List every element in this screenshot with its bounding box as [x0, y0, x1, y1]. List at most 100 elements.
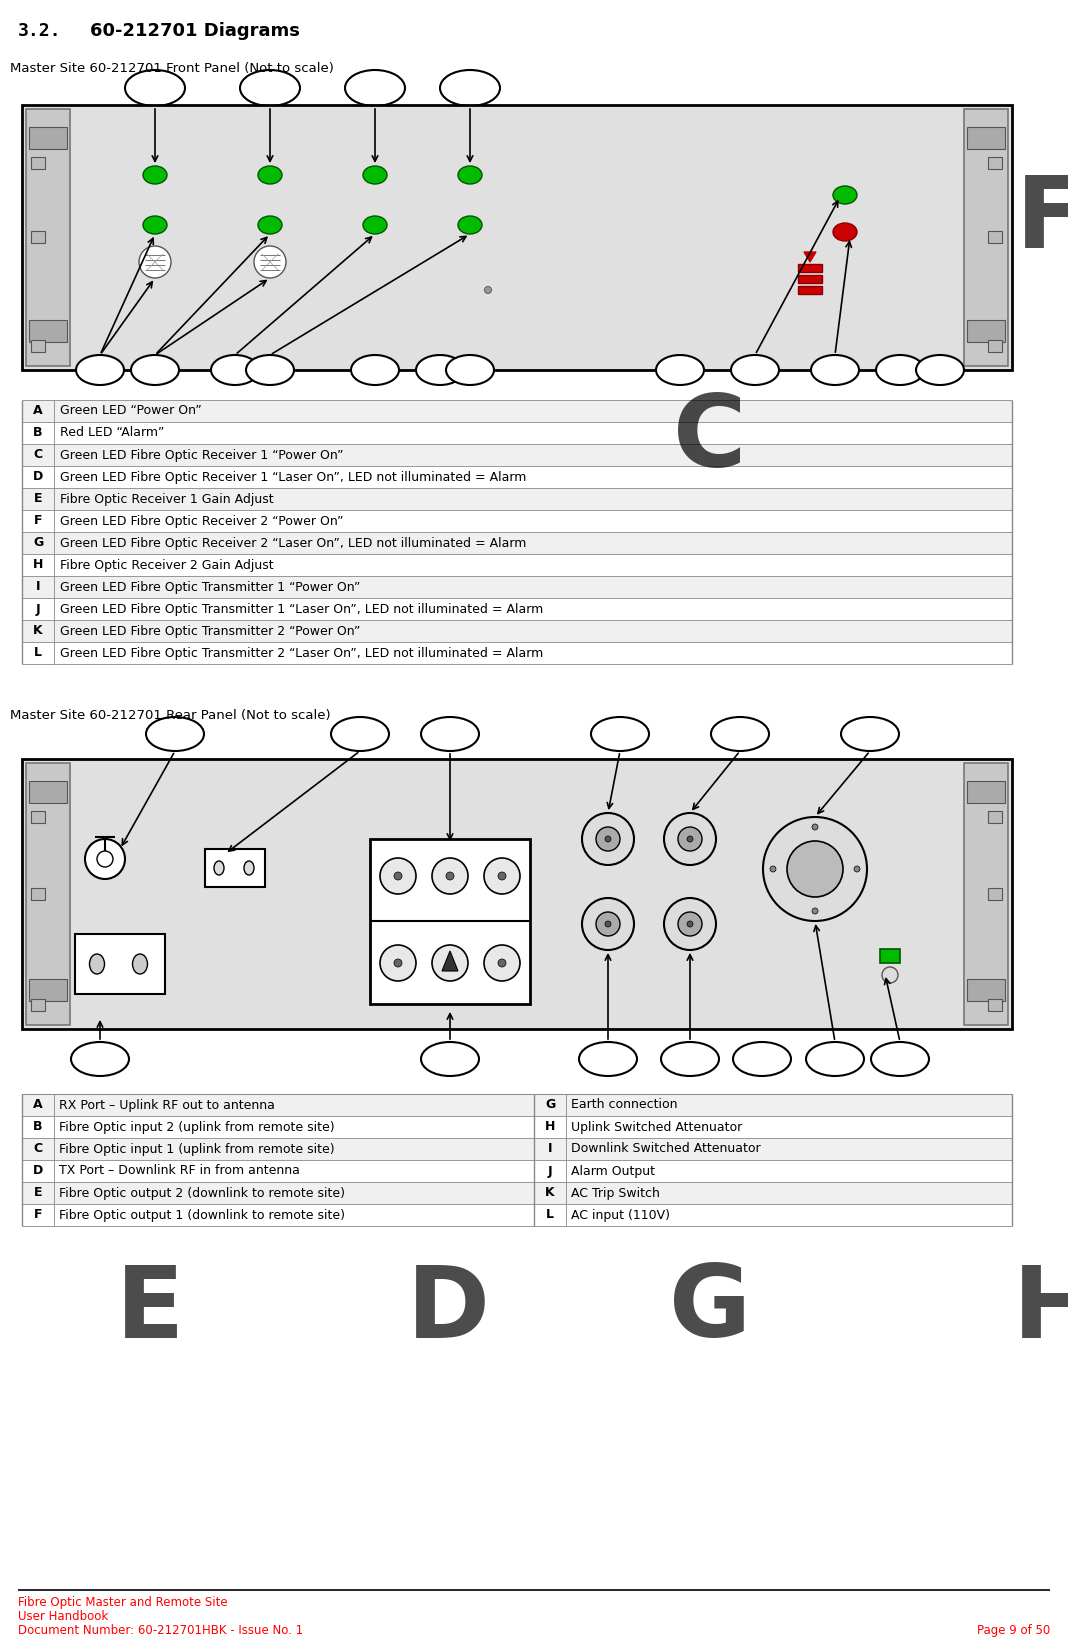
- Bar: [798, 275, 822, 283]
- Text: Green LED Fibre Optic Receiver 2 “Power On”: Green LED Fibre Optic Receiver 2 “Power …: [60, 514, 344, 527]
- Bar: [22, 621, 1012, 642]
- Circle shape: [484, 945, 520, 981]
- Circle shape: [687, 921, 693, 927]
- Circle shape: [254, 246, 286, 278]
- Text: TX Port – Downlink RF in from antenna: TX Port – Downlink RF in from antenna: [59, 1165, 300, 1178]
- Circle shape: [664, 812, 716, 865]
- Ellipse shape: [916, 355, 964, 385]
- Ellipse shape: [70, 1042, 129, 1076]
- Circle shape: [678, 912, 702, 935]
- Bar: [967, 781, 1005, 803]
- Circle shape: [484, 858, 520, 894]
- Ellipse shape: [214, 862, 224, 875]
- Text: D: D: [33, 1165, 43, 1178]
- Bar: [29, 980, 67, 1001]
- Circle shape: [394, 871, 402, 880]
- Circle shape: [604, 835, 611, 842]
- Text: G: G: [545, 1099, 555, 1112]
- Circle shape: [596, 827, 621, 852]
- Text: Fibre Optic Receiver 1 Gain Adjust: Fibre Optic Receiver 1 Gain Adjust: [60, 493, 273, 506]
- Text: Green LED “Power On”: Green LED “Power On”: [60, 405, 202, 418]
- Bar: [22, 598, 1012, 621]
- Text: AC input (110V): AC input (110V): [571, 1209, 670, 1222]
- Bar: [988, 888, 1002, 899]
- Text: F: F: [1016, 172, 1068, 269]
- Circle shape: [380, 945, 417, 981]
- Ellipse shape: [131, 355, 179, 385]
- Bar: [26, 763, 70, 1025]
- Ellipse shape: [76, 355, 124, 385]
- Bar: [534, 1160, 1012, 1183]
- Bar: [22, 423, 1012, 444]
- Ellipse shape: [363, 165, 387, 183]
- Bar: [964, 763, 1008, 1025]
- Bar: [534, 1138, 1012, 1160]
- Text: Green LED Fibre Optic Transmitter 1 “Laser On”, LED not illuminated = Alarm: Green LED Fibre Optic Transmitter 1 “Las…: [60, 603, 544, 616]
- Bar: [880, 948, 900, 963]
- Text: F: F: [34, 514, 43, 527]
- Text: B: B: [33, 426, 43, 439]
- Polygon shape: [804, 252, 816, 262]
- Circle shape: [854, 867, 860, 871]
- Ellipse shape: [841, 717, 899, 750]
- Ellipse shape: [711, 717, 769, 750]
- Bar: [22, 400, 1012, 423]
- Ellipse shape: [90, 953, 105, 975]
- Bar: [967, 128, 1005, 149]
- Circle shape: [812, 824, 818, 830]
- Ellipse shape: [331, 717, 389, 750]
- Circle shape: [446, 871, 454, 880]
- Ellipse shape: [143, 165, 167, 183]
- Text: Fibre Optic Receiver 2 Gain Adjust: Fibre Optic Receiver 2 Gain Adjust: [60, 559, 273, 572]
- Text: C: C: [673, 391, 747, 488]
- Circle shape: [882, 966, 898, 983]
- Ellipse shape: [458, 216, 482, 234]
- Bar: [370, 839, 530, 1004]
- Text: Fibre Optic output 2 (downlink to remote site): Fibre Optic output 2 (downlink to remote…: [59, 1186, 345, 1199]
- Bar: [31, 231, 45, 242]
- Ellipse shape: [143, 216, 167, 234]
- Ellipse shape: [351, 355, 399, 385]
- Bar: [988, 231, 1002, 242]
- Ellipse shape: [246, 355, 294, 385]
- Text: Green LED Fibre Optic Transmitter 2 “Laser On”, LED not illuminated = Alarm: Green LED Fibre Optic Transmitter 2 “Las…: [60, 647, 544, 660]
- Bar: [798, 287, 822, 293]
- Ellipse shape: [146, 717, 204, 750]
- Text: I: I: [548, 1142, 552, 1155]
- Polygon shape: [442, 952, 458, 971]
- Ellipse shape: [591, 717, 649, 750]
- Bar: [22, 1115, 534, 1138]
- Ellipse shape: [345, 70, 405, 106]
- Text: D: D: [33, 470, 43, 483]
- Ellipse shape: [258, 216, 282, 234]
- Text: Fibre Optic input 1 (uplink from remote site): Fibre Optic input 1 (uplink from remote …: [59, 1142, 334, 1155]
- Bar: [534, 1094, 1012, 1115]
- Circle shape: [431, 858, 468, 894]
- Text: 3.2.: 3.2.: [18, 21, 62, 39]
- Circle shape: [664, 898, 716, 950]
- Bar: [31, 999, 45, 1011]
- Text: Master Site 60-212701 Front Panel (Not to scale): Master Site 60-212701 Front Panel (Not t…: [10, 62, 334, 75]
- Bar: [26, 110, 70, 365]
- Bar: [22, 444, 1012, 465]
- Ellipse shape: [440, 70, 500, 106]
- Bar: [205, 848, 265, 888]
- Bar: [29, 319, 67, 342]
- Text: Fibre Optic input 2 (uplink from remote site): Fibre Optic input 2 (uplink from remote …: [59, 1120, 334, 1133]
- Text: User Handbook: User Handbook: [18, 1610, 108, 1623]
- Bar: [967, 980, 1005, 1001]
- Circle shape: [85, 839, 125, 880]
- Circle shape: [380, 858, 417, 894]
- Ellipse shape: [731, 355, 779, 385]
- Ellipse shape: [458, 165, 482, 183]
- Text: AC Trip Switch: AC Trip Switch: [571, 1186, 660, 1199]
- Text: I: I: [35, 580, 41, 593]
- Bar: [31, 157, 45, 169]
- Text: B: B: [33, 1120, 43, 1133]
- Text: K: K: [545, 1186, 554, 1199]
- Circle shape: [97, 852, 113, 867]
- Bar: [22, 105, 1012, 370]
- Ellipse shape: [244, 862, 254, 875]
- Circle shape: [763, 817, 867, 921]
- Bar: [22, 1183, 534, 1204]
